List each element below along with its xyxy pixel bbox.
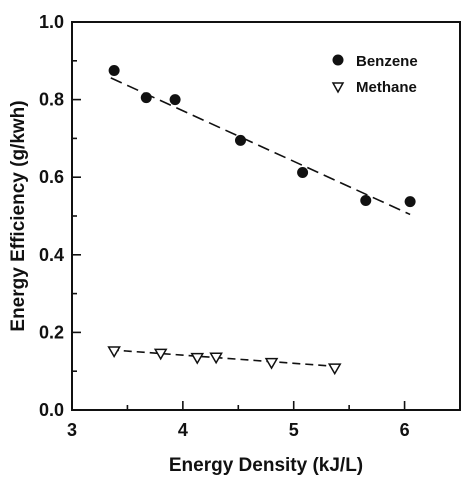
y-tick-label: 0.6 [39,167,64,187]
point-benzene [140,92,152,104]
y-tick-labels: 0.0 0.2 0.4 0.6 0.8 1.0 [39,12,64,420]
x-tick-label: 4 [178,420,188,440]
trendline-methane [110,349,339,368]
axis-ticks [71,21,461,411]
x-tick-label: 5 [289,420,299,440]
y-tick-label: 1.0 [39,12,64,32]
y-tick-label: 0.4 [39,245,64,265]
point-benzene [235,134,247,146]
point-methane [209,352,223,365]
point-methane [327,363,342,376]
y-tick-label: 0.8 [39,90,64,110]
point-benzene [404,196,416,208]
trendline-benzene [110,77,411,216]
point-methane [107,346,121,359]
x-tick-label: 3 [67,420,77,440]
trendlines [110,77,411,368]
legend-label-benzene: Benzene [356,53,418,70]
point-benzene [360,194,372,206]
y-axis-label: Energy Efficiency (g/kwh) [8,100,29,331]
y-tick-label: 0.2 [39,322,64,342]
legend-label-methane: Methane [356,79,417,96]
legend-marker-methane [331,82,345,94]
x-axis-label: Energy Density (kJ/L) [169,455,363,476]
x-tick-label: 6 [400,420,410,440]
point-methane [153,348,168,361]
x-tick-labels: 3 4 5 6 [67,420,410,440]
legend: Benzene Methane [331,53,418,96]
y-tick-label: 0.0 [39,400,64,420]
data-points [107,65,416,376]
point-benzene [108,65,120,76]
legend-marker-benzene [332,54,344,66]
point-benzene [169,94,181,106]
point-benzene [297,167,309,179]
point-methane [264,357,279,370]
point-methane [190,352,205,365]
